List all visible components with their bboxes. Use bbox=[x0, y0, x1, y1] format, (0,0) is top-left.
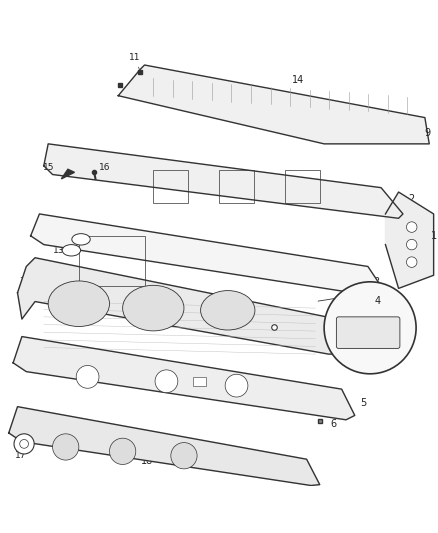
Circle shape bbox=[406, 257, 417, 268]
Text: 13: 13 bbox=[53, 246, 64, 255]
Text: 17: 17 bbox=[15, 451, 27, 460]
Ellipse shape bbox=[48, 281, 110, 327]
Polygon shape bbox=[9, 407, 320, 486]
Text: 16: 16 bbox=[99, 163, 110, 172]
Circle shape bbox=[324, 282, 416, 374]
Polygon shape bbox=[385, 192, 434, 288]
Text: 3: 3 bbox=[374, 277, 380, 287]
Text: 5: 5 bbox=[360, 398, 367, 408]
Text: 15: 15 bbox=[43, 163, 55, 172]
Circle shape bbox=[225, 374, 248, 397]
Circle shape bbox=[110, 438, 136, 464]
Polygon shape bbox=[13, 336, 355, 420]
Circle shape bbox=[53, 434, 79, 460]
Text: 18: 18 bbox=[141, 456, 153, 466]
Bar bbox=[193, 377, 206, 386]
Circle shape bbox=[20, 440, 28, 448]
Polygon shape bbox=[18, 258, 350, 354]
Circle shape bbox=[76, 366, 99, 388]
Circle shape bbox=[14, 434, 34, 454]
Text: 1: 1 bbox=[431, 231, 437, 241]
Bar bbox=[219, 170, 254, 203]
Polygon shape bbox=[118, 65, 429, 144]
Circle shape bbox=[155, 370, 178, 393]
Text: 6: 6 bbox=[331, 419, 337, 429]
Polygon shape bbox=[61, 169, 74, 179]
Polygon shape bbox=[31, 214, 385, 297]
Text: 11: 11 bbox=[129, 53, 141, 69]
Bar bbox=[79, 236, 145, 286]
Bar bbox=[153, 170, 188, 203]
Text: 2: 2 bbox=[409, 193, 415, 204]
Text: 9: 9 bbox=[424, 128, 430, 138]
Text: 4: 4 bbox=[375, 296, 381, 305]
Circle shape bbox=[406, 239, 417, 250]
Ellipse shape bbox=[123, 285, 184, 331]
Bar bbox=[285, 170, 320, 203]
Text: 8: 8 bbox=[288, 324, 294, 334]
Text: 14: 14 bbox=[292, 75, 304, 85]
Ellipse shape bbox=[62, 245, 81, 256]
Circle shape bbox=[171, 442, 197, 469]
Polygon shape bbox=[44, 144, 403, 219]
Ellipse shape bbox=[201, 290, 255, 330]
Text: 12: 12 bbox=[62, 235, 74, 244]
FancyBboxPatch shape bbox=[336, 317, 400, 349]
Ellipse shape bbox=[72, 233, 90, 245]
Text: 7: 7 bbox=[20, 277, 26, 287]
Circle shape bbox=[406, 222, 417, 232]
